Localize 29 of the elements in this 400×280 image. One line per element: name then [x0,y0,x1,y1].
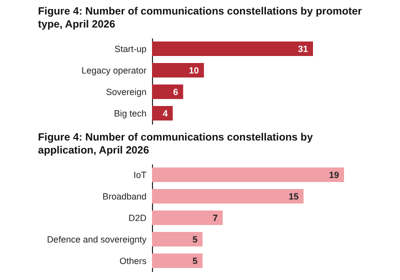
y-tick-label: Big tech [114,108,146,118]
bar [152,232,203,247]
data-label: 15 [288,191,299,202]
y-tick-label: D2D [128,212,147,223]
y-tick-label: Sovereign [106,86,146,97]
y-tick-label: Defence and sovereignty [46,234,147,244]
y-tick-label: Legacy operator [81,65,146,76]
y-tick-label: IoT [133,170,147,180]
bar [152,253,203,268]
bar [152,84,184,100]
bar [152,188,304,204]
bar [152,106,173,121]
bar [152,41,313,56]
data-label: 19 [328,170,339,180]
bar [152,62,204,78]
chart-title: Figure 4: Number of communications constellations by application, April 2026 [38,132,313,156]
data-label: 6 [173,86,178,97]
data-label: 10 [188,65,199,76]
data-label: 5 [192,234,198,244]
y-tick-label: Others [119,256,147,266]
bar [152,167,344,182]
y-tick-label: Start-up [114,44,146,54]
data-label: 31 [298,44,308,54]
data-label: 5 [192,256,198,266]
data-label: 7 [212,212,218,223]
chart-title: Figure 4: Number of communications constellations by promoter type, April 2026 [38,6,362,30]
y-tick-label: Broadband [102,191,146,202]
data-label: 4 [162,108,168,118]
bar [152,210,223,226]
